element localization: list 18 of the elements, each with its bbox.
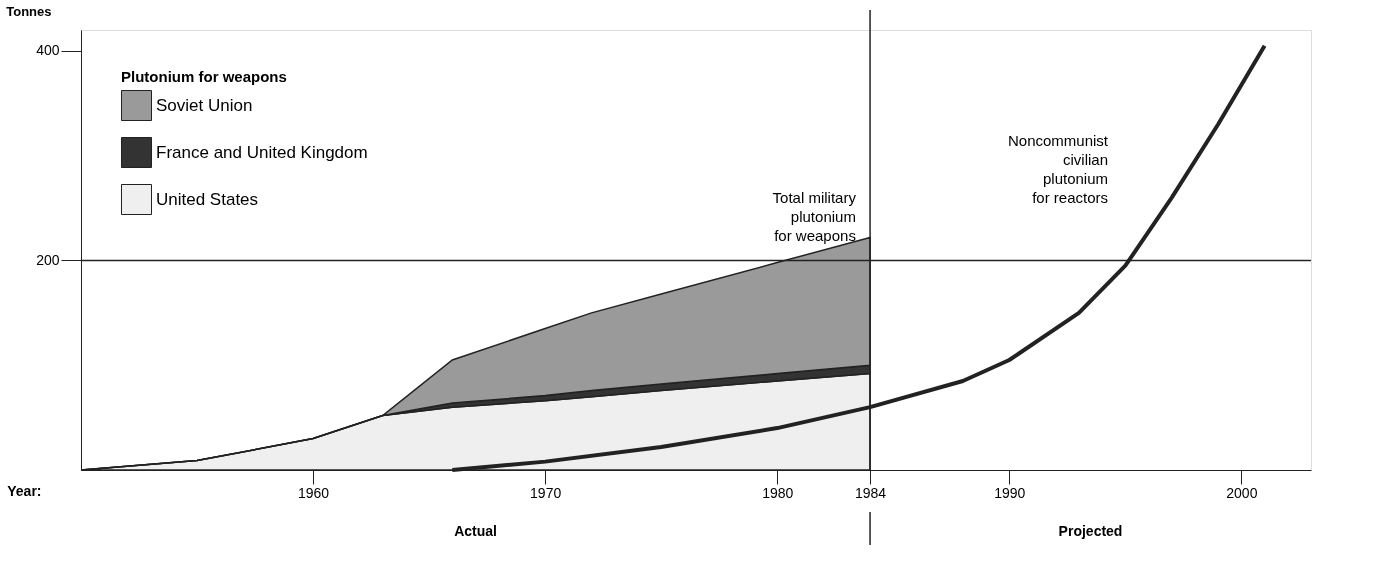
y-tick-label: 400 <box>36 42 60 59</box>
x-tick-label: 1990 <box>994 484 1026 501</box>
x-tick-label: 1970 <box>530 484 562 501</box>
annotation: Noncommunist civilian plutonium for reactors <box>1008 131 1109 206</box>
x-tick-label: 1980 <box>762 484 794 501</box>
legend-label: Soviet Union <box>156 95 253 115</box>
x-tick-label: 2000 <box>1226 484 1258 501</box>
text: Projected <box>1058 523 1123 539</box>
x-axis-title: Year: <box>7 482 42 499</box>
x-tick-label: 1984 <box>854 484 887 501</box>
y-tick-label: 200 <box>36 251 60 268</box>
x-tick-label: 1960 <box>298 484 330 501</box>
legend-title: Plutonium for weapons <box>121 68 287 85</box>
annotation: Total military plutonium for weapons <box>772 189 857 244</box>
y-axis-title: Tonnes <box>6 3 52 19</box>
legend-label: United States <box>156 189 259 209</box>
legend-label: France and United Kingdom <box>156 142 368 162</box>
text: Actual <box>454 523 497 539</box>
